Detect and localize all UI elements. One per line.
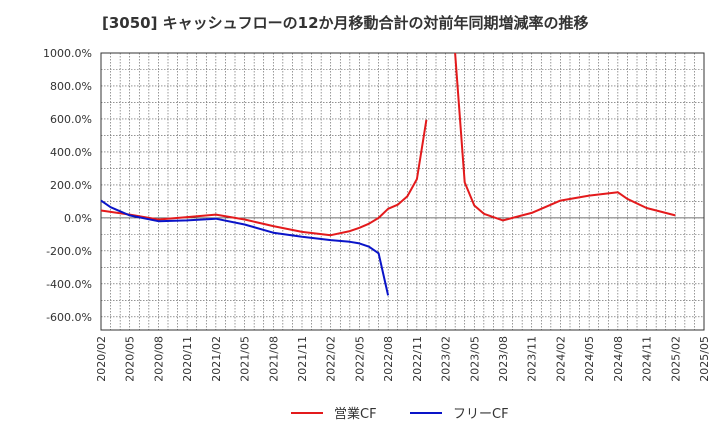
plot-border	[100, 52, 705, 331]
x-tick-label: 2024/11	[641, 336, 654, 382]
x-tick-label: 2024/08	[612, 336, 625, 382]
x-tick-label: 2022/02	[325, 336, 338, 382]
x-tick-label: 2023/11	[526, 336, 539, 382]
series-line-operating-cf	[454, 52, 676, 222]
x-tick-label: 2025/02	[669, 336, 682, 382]
x-tick-label: 2023/05	[468, 336, 481, 382]
y-tick-label: 600.0%	[50, 113, 92, 126]
y-tick-label: 1000.0%	[43, 47, 92, 60]
x-tick-label: 2020/05	[124, 336, 137, 382]
x-tick-label: 2020/11	[181, 336, 194, 382]
x-tick-label: 2020/08	[152, 336, 165, 382]
x-tick-label: 2023/08	[497, 336, 510, 382]
axis-layer: 1000.0% 800.0% 600.0% 400.0% 200.0% 0.0% -200.…	[43, 47, 711, 382]
legend-label: フリーCF	[453, 407, 509, 422]
series-line-free-cf	[100, 199, 390, 296]
series-layer	[100, 52, 676, 296]
x-tick-label: 2022/11	[411, 336, 424, 382]
x-tick-label: 2021/11	[296, 336, 309, 382]
x-tick-label: 2021/05	[239, 336, 252, 382]
x-tick-label: 2023/02	[440, 336, 453, 382]
grid-layer	[100, 52, 705, 331]
y-tick-label: 800.0%	[50, 80, 92, 93]
series-line-operating-cf	[100, 119, 428, 237]
x-tick-label: 2021/08	[267, 336, 280, 382]
y-tick-label: 0.0%	[64, 212, 92, 225]
y-tick-label: -200.0%	[46, 245, 92, 258]
y-tick-label: -600.0%	[46, 311, 92, 324]
x-tick-label: 2020/02	[95, 336, 108, 382]
chart-title: [3050] キャッシュフローの12か月移動合計の対前年同期増減率の推移	[102, 14, 589, 32]
y-tick-label: 400.0%	[50, 146, 92, 159]
legend-layer: 営業CF フリーCF	[291, 406, 509, 422]
x-tick-label: 2022/08	[382, 336, 395, 382]
y-tick-label: 200.0%	[50, 179, 92, 192]
y-tick-label: -400.0%	[46, 278, 92, 291]
x-tick-label: 2022/05	[353, 336, 366, 382]
x-tick-label: 2025/05	[698, 336, 711, 382]
plot-area	[101, 53, 704, 330]
x-tick-label: 2024/05	[583, 336, 596, 382]
legend-label: 営業CF	[334, 406, 377, 422]
x-tick-label: 2024/02	[554, 336, 567, 382]
x-tick-label: 2021/02	[210, 336, 223, 382]
